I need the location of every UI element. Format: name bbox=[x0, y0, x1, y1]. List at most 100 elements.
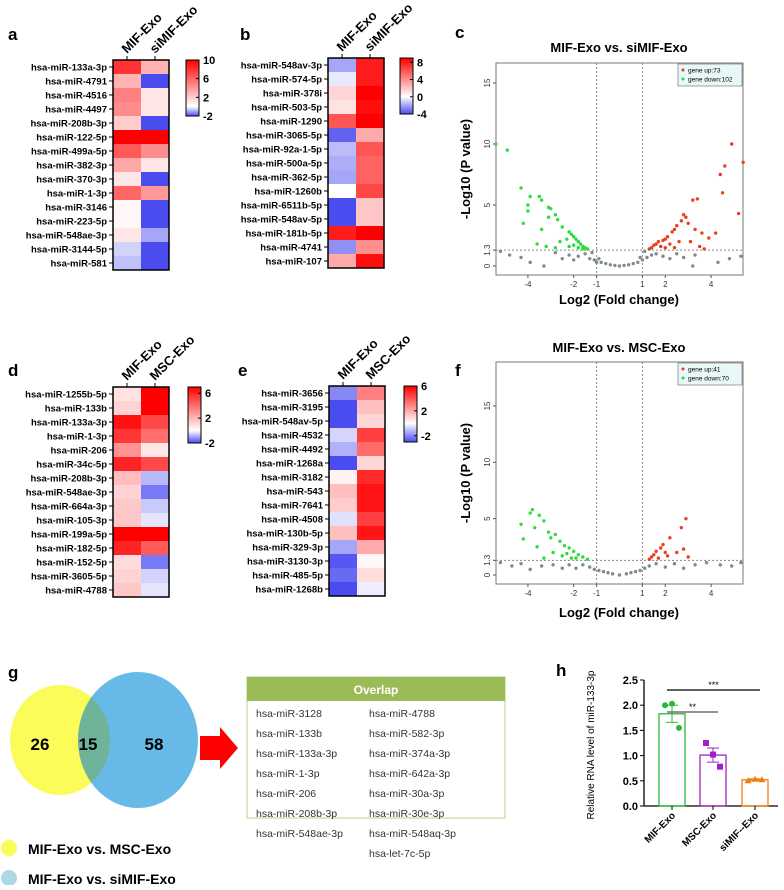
heatmap-cell bbox=[329, 526, 357, 540]
point-ns bbox=[638, 255, 642, 260]
heatmap-cell bbox=[356, 156, 384, 170]
scale-tick-label: -2 bbox=[205, 438, 215, 450]
heatmap-cell bbox=[328, 156, 356, 170]
heatmap-cell bbox=[113, 102, 141, 116]
bar bbox=[741, 779, 769, 807]
color-scale-bar bbox=[187, 386, 202, 444]
point-up bbox=[695, 197, 700, 201]
panel-label-a: a bbox=[8, 25, 18, 44]
heatmap-cell bbox=[113, 457, 141, 471]
legend-down-label: gene down:70 bbox=[688, 376, 729, 383]
point-down bbox=[533, 525, 537, 530]
heatmap-row-label: hsa-miR-499a-5p bbox=[31, 147, 107, 158]
heatmap-cell bbox=[113, 527, 141, 541]
heatmap-row-label: hsa-miR-3656 bbox=[261, 389, 323, 400]
heatmap-cell bbox=[141, 256, 169, 270]
point-up bbox=[677, 239, 681, 244]
point-ns bbox=[608, 263, 613, 267]
point-ns bbox=[592, 258, 597, 262]
heatmap-cell bbox=[141, 172, 169, 186]
y-tick-label: 1.3 bbox=[483, 554, 492, 566]
y-tick-label: 10 bbox=[483, 139, 492, 148]
point-down bbox=[537, 194, 542, 199]
heatmap-row-label: hsa-miR-3144-5p bbox=[31, 245, 107, 256]
point-down bbox=[567, 546, 571, 550]
venn-diagram: 26 15 58 MIF-Exo vs. MSC-Exo MIF-Exo vs. siM… bbox=[1, 672, 238, 887]
point-up bbox=[718, 172, 722, 177]
heatmap-row-label: hsa-miR-574-5p bbox=[251, 75, 322, 86]
heatmap-cell bbox=[141, 88, 169, 102]
point-down bbox=[560, 225, 564, 229]
point-ns bbox=[574, 566, 578, 570]
point-ns bbox=[610, 572, 615, 576]
point-ns bbox=[576, 254, 580, 258]
overlap-mirna: hsa-miR-133b bbox=[256, 728, 322, 740]
heatmap-row-label: hsa-miR-133b bbox=[45, 404, 107, 415]
point-down bbox=[576, 553, 580, 557]
heatmap-cell bbox=[329, 498, 357, 512]
point-up bbox=[681, 547, 686, 551]
scale-tick-label: 6 bbox=[421, 381, 427, 393]
heatmap-row-label: hsa-miR-664a-3p bbox=[31, 502, 107, 513]
point-down bbox=[565, 551, 569, 556]
y-axis-label: -Log10 (P value) bbox=[458, 119, 473, 219]
heatmap-cell bbox=[328, 86, 356, 100]
point-up bbox=[702, 247, 706, 251]
heatmap-cell bbox=[113, 471, 141, 485]
point-down bbox=[528, 511, 532, 515]
heatmap-cell bbox=[329, 484, 357, 498]
point-ns bbox=[626, 263, 631, 267]
point-ns bbox=[599, 260, 603, 265]
point-up bbox=[656, 556, 661, 560]
point-ns bbox=[604, 261, 608, 266]
point-ns bbox=[581, 563, 585, 567]
heatmap-cell bbox=[113, 186, 141, 200]
point-down bbox=[530, 507, 535, 512]
plot-title: MIF-Exo vs. siMIF-Exo bbox=[550, 40, 687, 55]
heatmap-cell bbox=[141, 102, 169, 116]
point-ns bbox=[633, 569, 638, 574]
point-up bbox=[675, 224, 679, 228]
x-tick-label: -2 bbox=[570, 589, 578, 598]
point-up bbox=[672, 227, 677, 232]
panel-label-e: e bbox=[238, 361, 247, 380]
point-ns bbox=[528, 260, 532, 265]
heatmap-cell bbox=[113, 415, 141, 429]
color-scale-bar bbox=[403, 385, 418, 443]
heatmap-cell bbox=[113, 429, 141, 443]
scale-tick-label: 10 bbox=[203, 55, 215, 67]
heatmap-cell bbox=[141, 401, 169, 415]
heatmap-row-label: hsa-miR-6511b-5p bbox=[241, 201, 323, 212]
data-point bbox=[676, 724, 682, 731]
heatmap-cell bbox=[141, 130, 169, 144]
heatmap-row-label: hsa-miR-581 bbox=[51, 259, 108, 270]
point-up bbox=[691, 198, 695, 202]
point-ns bbox=[730, 564, 734, 568]
point-ns bbox=[629, 571, 633, 575]
heatmap-cell bbox=[328, 72, 356, 86]
heatmap-row-label: hsa-miR-1260b bbox=[254, 187, 322, 198]
point-ns bbox=[642, 566, 647, 570]
point-ns bbox=[597, 568, 601, 573]
heatmap-row-label: hsa-miR-548av-5p bbox=[241, 215, 323, 226]
heatmap-border bbox=[112, 59, 170, 271]
point-up bbox=[665, 554, 670, 558]
point-ns bbox=[594, 260, 599, 265]
heatmap-row-label: hsa-miR-223-5p bbox=[36, 217, 107, 228]
point-ns bbox=[693, 253, 697, 257]
heatmap-cell bbox=[356, 58, 384, 72]
overlap-header-label: Overlap bbox=[354, 683, 399, 697]
heatmap-cell bbox=[328, 142, 356, 156]
point-down bbox=[553, 213, 558, 217]
heatmap-cell bbox=[329, 442, 357, 456]
point-down bbox=[539, 227, 544, 232]
point-ns bbox=[606, 571, 610, 575]
y-tick-label: 2.0 bbox=[623, 700, 638, 712]
point-ns bbox=[672, 562, 677, 566]
heatmap-cell bbox=[328, 184, 356, 198]
point-ns bbox=[718, 563, 722, 567]
heatmap-cell bbox=[141, 228, 169, 242]
heatmap-cell bbox=[329, 386, 357, 400]
heatmap-row-label: hsa-miR-1268b bbox=[255, 585, 323, 596]
